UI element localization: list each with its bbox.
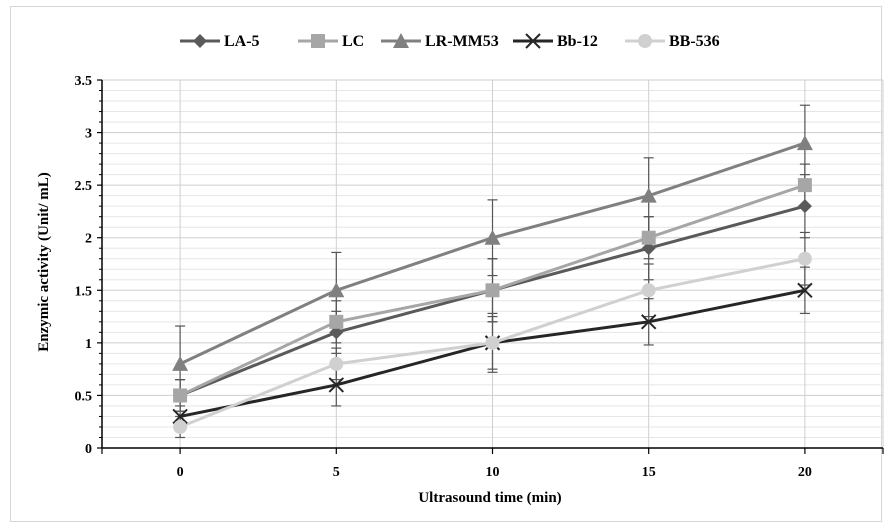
legend-marker	[393, 33, 409, 48]
x-marker-stroke	[797, 282, 813, 298]
axes: 0 0.5 1 1.5 2 2.5 3 3.5 0 5 10 15 20	[75, 74, 884, 480]
legend-marker	[638, 34, 652, 48]
data-point-bb-536	[329, 356, 344, 371]
data-point-lr-mm53	[484, 229, 501, 245]
x-tick-label: 15	[642, 465, 656, 480]
series-markers	[172, 135, 813, 434]
data-point-lc	[797, 178, 812, 193]
legend-item-lc: LC	[298, 33, 364, 50]
x-marker-stroke	[328, 377, 345, 393]
y-tick-label: 2	[85, 232, 92, 247]
x-marker-stroke	[640, 314, 657, 330]
x-tick-label: 5	[333, 465, 340, 480]
data-point-la-5	[329, 325, 344, 340]
data-point-lr-mm53	[640, 187, 657, 203]
legend-label: BB-536	[669, 33, 720, 50]
chart-frame	[10, 6, 882, 522]
data-point-bb-12	[640, 314, 657, 330]
x-tick-label: 10	[486, 465, 500, 480]
legend-marker	[193, 34, 207, 48]
data-point-lr-mm53	[172, 355, 189, 371]
data-point-lc	[329, 314, 344, 329]
data-point-lc	[641, 230, 656, 245]
y-tick-label: 3.5	[75, 74, 93, 89]
data-point-lc	[485, 283, 500, 298]
x-axis-title: Ultrasound time (min)	[418, 490, 561, 506]
legend-item-la-5: LA-5	[180, 33, 260, 50]
y-tick-label: 3	[85, 127, 92, 142]
legend: LA-5 LC LR-MM53 Bb-12 BB-536	[180, 33, 720, 50]
legend-item-lr-mm53: LR-MM53	[381, 33, 499, 50]
x-marker-stroke	[172, 408, 188, 425]
data-point-bb-536	[797, 251, 812, 266]
legend-label: LA-5	[224, 33, 260, 50]
legend-label: LR-MM53	[425, 33, 499, 50]
legend-marker	[311, 34, 325, 48]
legend-marker	[525, 33, 541, 49]
x-marker-stroke	[525, 33, 541, 49]
data-point-lr-mm53	[328, 282, 345, 298]
y-tick-label: 1	[85, 337, 92, 352]
data-point-bb-12	[172, 408, 188, 425]
x-tick-label: 20	[798, 465, 812, 480]
data-point-bb-536	[485, 335, 500, 350]
y-tick-label: 0	[85, 442, 92, 457]
y-axis-title: Enzymic activity (Unit/ mL)	[36, 172, 52, 352]
data-point-lc	[173, 388, 188, 403]
legend-item-bb-536: BB-536	[625, 33, 720, 50]
x-tick-label: 0	[177, 465, 184, 480]
legend-item-bb-12: Bb-12	[513, 33, 598, 50]
legend-label: Bb-12	[557, 33, 598, 50]
y-tick-label: 1.5	[75, 284, 93, 299]
data-point-bb-12	[797, 282, 813, 298]
data-point-la-5	[797, 199, 812, 214]
legend-label: LC	[342, 33, 364, 50]
data-point-bb-12	[328, 377, 345, 393]
y-tick-label: 2.5	[75, 179, 93, 194]
data-point-lr-mm53	[796, 135, 813, 151]
data-point-bb-536	[641, 283, 656, 298]
y-tick-label: 0.5	[75, 389, 93, 404]
data-point-bb-536	[173, 419, 188, 434]
data-point-la-5	[641, 241, 656, 256]
